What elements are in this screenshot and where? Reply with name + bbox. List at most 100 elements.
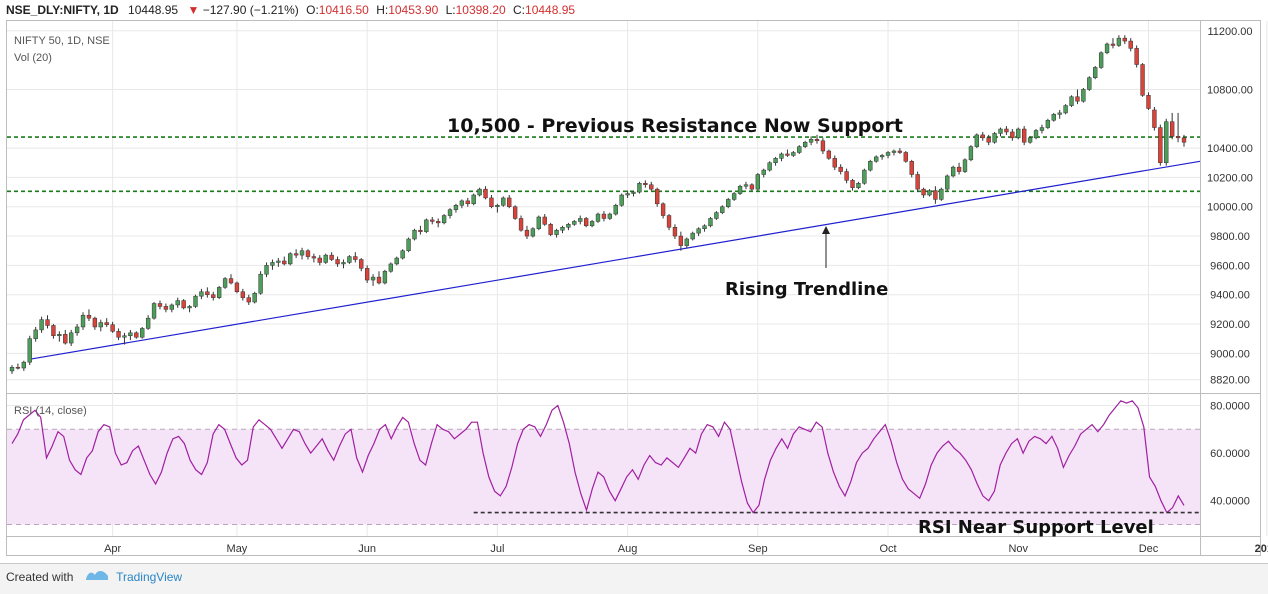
candle-body	[743, 184, 749, 187]
candle-body	[193, 295, 198, 307]
candle-body	[205, 291, 210, 295]
candle-body	[962, 159, 968, 172]
price-tick-label: 11200.00	[1207, 26, 1252, 38]
candle-body	[897, 150, 903, 153]
candle-body	[714, 212, 719, 219]
candle-body	[862, 169, 867, 184]
candle-body	[1169, 121, 1175, 137]
candle-body	[181, 300, 186, 309]
candle-body	[1164, 121, 1169, 163]
candle-body	[696, 228, 701, 234]
candle-body	[731, 193, 737, 200]
price-tick-label: 10000.00	[1207, 202, 1253, 214]
tradingview-logo-icon[interactable]	[85, 565, 109, 591]
candle-body	[589, 221, 595, 227]
candle-body	[1158, 127, 1163, 163]
candle-body	[885, 152, 891, 156]
time-tick-label: Aug	[618, 543, 638, 555]
candle-body	[376, 276, 382, 284]
chart-canvas[interactable]: 11200.00 10800.00 10400.00 10200.00 10000.00…	[0, 20, 1268, 563]
candle-body	[299, 250, 305, 256]
candle-body	[1104, 43, 1110, 54]
candle-body	[424, 219, 429, 232]
candle-body	[814, 139, 820, 142]
time-tick-label: Sep	[748, 543, 768, 555]
candle-body	[915, 174, 920, 190]
candle-body	[199, 291, 204, 297]
time-tick-label: Jun	[358, 543, 376, 555]
candle-body	[57, 334, 62, 337]
low-label: L:	[445, 3, 456, 17]
candle-body	[240, 291, 246, 298]
candle-body	[436, 221, 441, 224]
candle-body	[1128, 40, 1133, 49]
created-with-label: Created with	[6, 570, 74, 584]
time-tick-label: May	[227, 543, 248, 555]
candle-body	[1022, 128, 1027, 143]
candle-body	[672, 227, 678, 237]
candle-body	[501, 197, 506, 206]
candle-body	[578, 218, 583, 222]
high-label: H:	[376, 3, 389, 17]
candle-body	[684, 238, 689, 246]
candle-body	[820, 140, 826, 152]
candle-body	[1152, 109, 1157, 128]
candle-body	[370, 276, 376, 281]
time-tick-label: Dec	[1139, 543, 1159, 555]
candle-body	[45, 319, 50, 326]
candle-body	[637, 183, 642, 193]
candle-body	[305, 250, 311, 257]
candle-body	[495, 205, 500, 207]
candle-body	[1045, 119, 1051, 128]
open-label: O:	[306, 3, 319, 17]
candle-body	[293, 253, 299, 256]
candle-body	[536, 216, 541, 229]
candle-body	[992, 133, 997, 143]
candle-body	[134, 332, 139, 338]
candle-body	[1027, 137, 1033, 143]
time-tick-label: 2018	[1255, 543, 1268, 555]
price-tick-label: 10200.00	[1207, 172, 1253, 184]
candle-body	[524, 229, 530, 237]
candle-body	[856, 183, 861, 188]
candle-body	[619, 194, 624, 206]
tradingview-link[interactable]: TradingView	[116, 570, 183, 584]
candle-body	[1093, 67, 1098, 78]
candle-body	[1110, 43, 1116, 46]
candle-body	[140, 328, 145, 338]
candle-body	[145, 317, 151, 329]
close-label: C:	[513, 3, 526, 17]
candle-body	[430, 219, 435, 222]
candle-body	[1075, 96, 1080, 102]
candle-body	[258, 273, 263, 294]
close-value: 10448.95	[525, 3, 576, 17]
chart-header: NSE_DLY:NIFTY, 1D 10448.95 ▼ −127.90 (−1…	[0, 0, 1268, 20]
candle-body	[9, 367, 15, 372]
time-tick-label: Apr	[104, 543, 121, 555]
candle-body	[1016, 128, 1021, 139]
candle-body	[128, 332, 133, 337]
trendline-annotation: Rising Trendline	[725, 279, 888, 300]
candle-body	[613, 205, 618, 215]
candle-body	[749, 184, 755, 190]
candle-body	[447, 209, 453, 216]
candle-body	[838, 166, 843, 172]
candle-body	[844, 171, 849, 181]
candle-body	[341, 262, 346, 265]
candle-body	[737, 185, 743, 194]
candle-body	[15, 367, 21, 369]
candle-body	[246, 297, 251, 303]
candle-body	[554, 229, 559, 235]
candle-body	[631, 191, 636, 194]
candle-body	[542, 216, 547, 225]
candle-body	[441, 215, 447, 224]
low-value: 10398.20	[455, 3, 506, 17]
footer: Created with TradingView	[0, 563, 1268, 594]
candle-body	[21, 361, 27, 369]
candle-body	[566, 224, 571, 228]
candle-body	[234, 282, 240, 293]
candle-body	[69, 332, 74, 344]
candle-body	[1039, 127, 1045, 131]
rsi-tick-label: 40.0000	[1210, 496, 1250, 508]
candle-body	[359, 259, 364, 269]
